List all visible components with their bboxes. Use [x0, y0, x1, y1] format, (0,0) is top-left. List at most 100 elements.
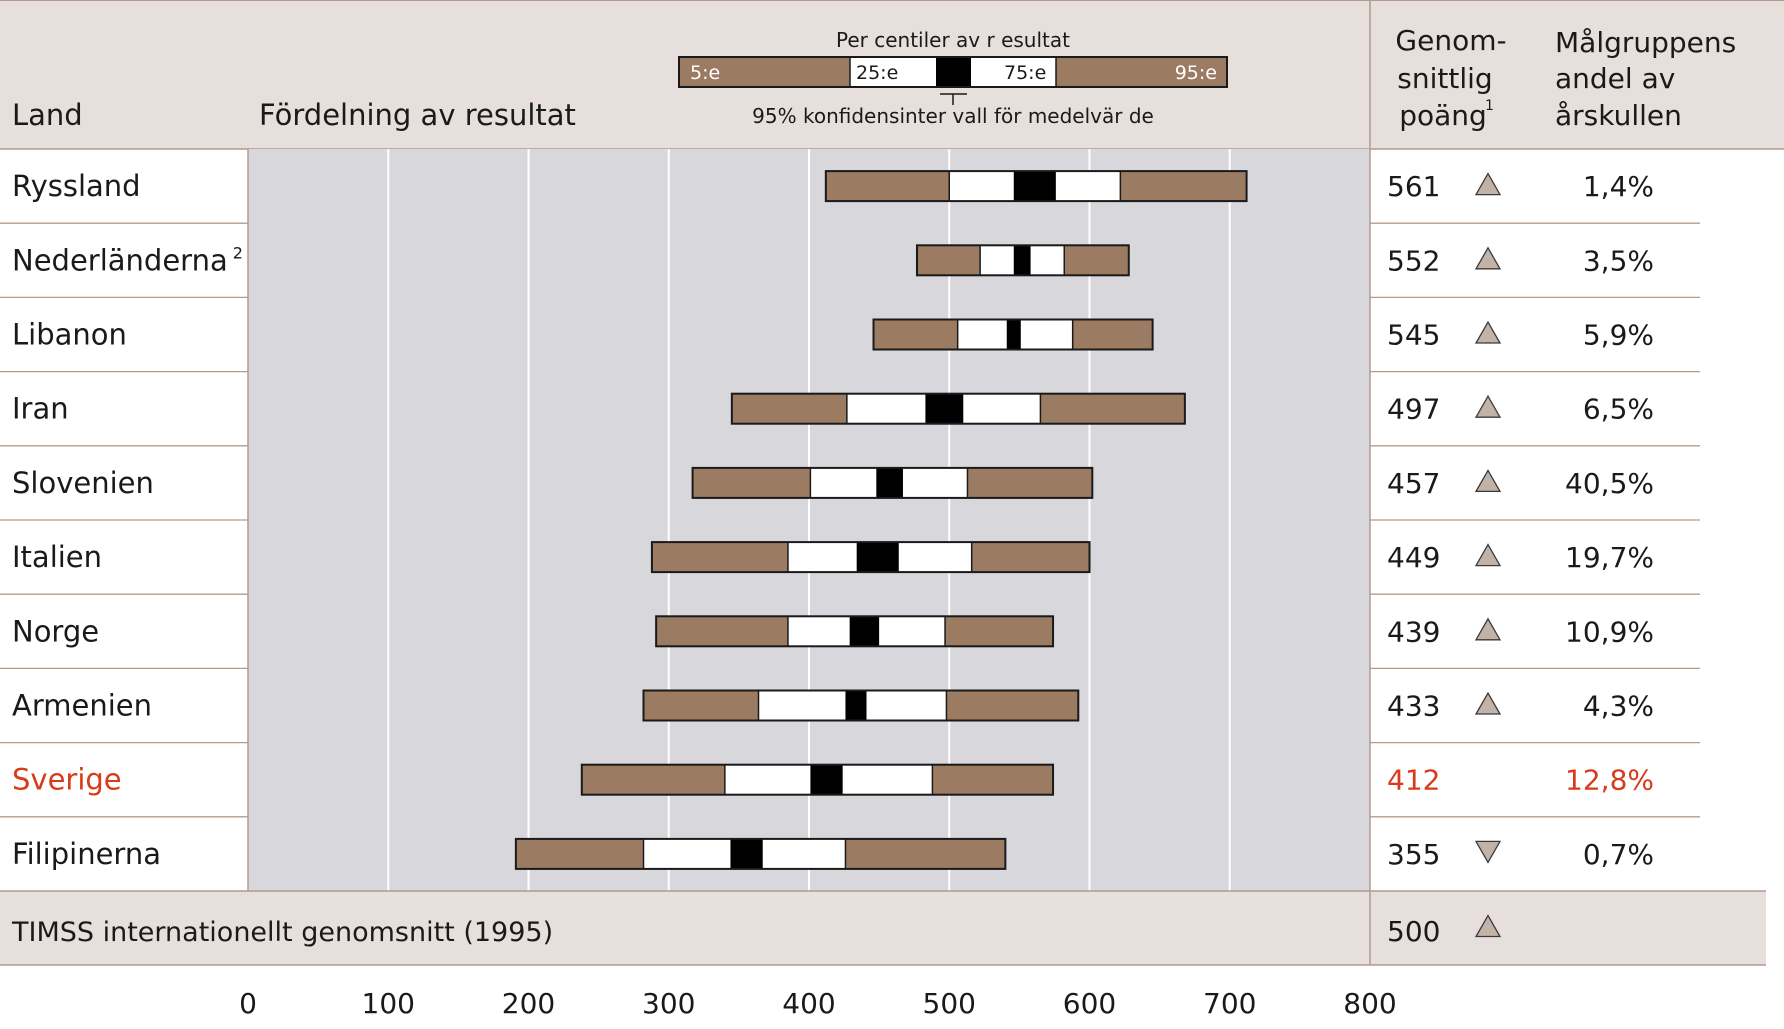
bar-tail-lower [643, 690, 759, 721]
bar-tail-upper [1040, 393, 1185, 424]
bar-tail-upper [1120, 171, 1247, 202]
bar-outline [580, 763, 1055, 796]
trend-up-icon [1474, 691, 1502, 715]
header-target-line2: andel av [1555, 62, 1675, 95]
bar-tail-upper [945, 616, 1054, 647]
bar-tail-upper [946, 690, 1079, 721]
trend-up-icon [1474, 172, 1502, 196]
bar-tail-lower [873, 319, 958, 350]
legend-title: Per centiler av r esultat [836, 28, 1070, 52]
bar-tail-lower [916, 245, 981, 276]
x-tick-label: 200 [502, 987, 555, 1020]
bar-confidence-interval [730, 838, 763, 869]
target-share: 1,4% [1583, 170, 1654, 203]
legend-p25: 25:e [856, 62, 898, 84]
bar-tail-upper [971, 542, 1090, 573]
legend-ci-bracket [940, 93, 967, 105]
bar-outline [730, 392, 1186, 425]
bar-outline [915, 244, 1130, 277]
trend-down-icon [1474, 840, 1502, 864]
country-row: Armenien 433 4,3% [0, 667, 1700, 723]
header-avg-line2: snittlig [1397, 62, 1492, 95]
x-tick-label: 500 [923, 987, 976, 1020]
bar-confidence-interval [1013, 171, 1056, 202]
target-share: 40,5% [1565, 467, 1654, 500]
target-share: 0,7% [1583, 838, 1654, 871]
mean-score: 497 [1387, 393, 1440, 426]
bar-outline [655, 615, 1055, 648]
x-tick-label: 300 [642, 987, 695, 1020]
header-avg-line1: Genom- [1395, 24, 1506, 57]
country-label: Italien [12, 540, 102, 574]
bar-confidence-interval [876, 467, 903, 498]
x-tick-label: 100 [362, 987, 415, 1020]
x-tick-label: 400 [782, 987, 835, 1020]
country-label: Iran [12, 392, 69, 426]
trend-up-icon [1474, 320, 1502, 344]
target-share: 6,5% [1583, 393, 1654, 426]
country-row: Slovenien 457 40,5% [0, 445, 1700, 500]
mean-score: 561 [1387, 170, 1440, 203]
legend-p75: 75:e [1004, 62, 1046, 84]
legend-outline [678, 56, 1228, 88]
trend-up-icon [1474, 246, 1502, 270]
country-label: Libanon [12, 318, 127, 352]
bar-confidence-interval [810, 764, 843, 795]
country-label: Norge [12, 614, 99, 648]
legend-p5: 5:e [690, 62, 720, 84]
bar-confidence-interval [845, 690, 867, 721]
legend-iqr-left [850, 57, 936, 87]
footer-mean: 500 [1387, 915, 1440, 948]
header-target-line3: årskullen [1555, 99, 1682, 132]
target-share: 3,5% [1583, 244, 1654, 277]
header-avg-sup: 1 [1485, 98, 1494, 114]
mean-score: 355 [1387, 838, 1440, 871]
country-footnote: 2 [233, 243, 243, 262]
x-tick-label: 800 [1343, 987, 1396, 1020]
legend-ci [936, 57, 971, 87]
country-row: Ryssland 561 1,4% [12, 169, 1654, 203]
x-tick-label: 600 [1063, 987, 1116, 1020]
bar-confidence-interval [925, 393, 964, 424]
bar-tail-lower [515, 838, 644, 869]
footer-label: TIMSS internationellt genomsnitt (1995) [11, 917, 553, 948]
bar-confidence-interval [849, 616, 880, 647]
target-share: 10,9% [1565, 615, 1654, 648]
x-axis-ticks: 0 100 200 300 400 500 600 700 800 [239, 987, 1397, 1020]
bar-tail-lower [692, 467, 811, 498]
country-row: Norge 439 10,9% [0, 593, 1700, 648]
legend-iqr-right [971, 57, 1056, 87]
country-row: Nederländerna 2 552 3,5% [0, 222, 1700, 277]
header-target-line1: Målgruppens [1555, 26, 1736, 59]
country-row: Italien 449 19,7% [0, 519, 1700, 574]
bar-tail-lower [651, 542, 788, 573]
target-share: 4,3% [1583, 690, 1654, 723]
mean-score: 449 [1387, 541, 1440, 574]
bar-outline [824, 170, 1248, 203]
bar-tail-lower [656, 616, 788, 647]
trend-up-icon [1474, 543, 1502, 567]
target-share: 12,8% [1565, 764, 1654, 797]
footer-band [0, 891, 1766, 965]
country-row: Sverige 412 12,8% [0, 741, 1700, 797]
country-row: Libanon 545 5,9% [0, 296, 1700, 352]
bar-outline [514, 837, 1007, 870]
country-label: Filipinerna [12, 837, 161, 871]
mean-score: 552 [1387, 244, 1440, 277]
legend-ci-label: 95% konfidensinter vall för medelvär de [752, 104, 1154, 128]
header-land: Land [12, 98, 83, 132]
country-label: Sverige [12, 763, 122, 797]
mean-score: 433 [1387, 690, 1440, 723]
legend-p95: 95:e [1175, 62, 1217, 84]
country-rows: Ryssland 561 1,4% Nederländerna 2 552 3,5% Liba… [0, 0, 1700, 891]
trend-up-icon [1474, 394, 1502, 418]
bar-outline [872, 318, 1154, 351]
country-row: Filipinerna 355 0,7% [0, 816, 1700, 871]
legend-tail-right [1056, 57, 1227, 87]
bar-confidence-interval [1013, 245, 1031, 276]
bar-tail-upper [845, 838, 1006, 869]
bar-outline [650, 541, 1091, 574]
bar-tail-lower [581, 764, 725, 795]
trend-up-icon [1474, 914, 1502, 938]
mean-score: 412 [1387, 764, 1440, 797]
